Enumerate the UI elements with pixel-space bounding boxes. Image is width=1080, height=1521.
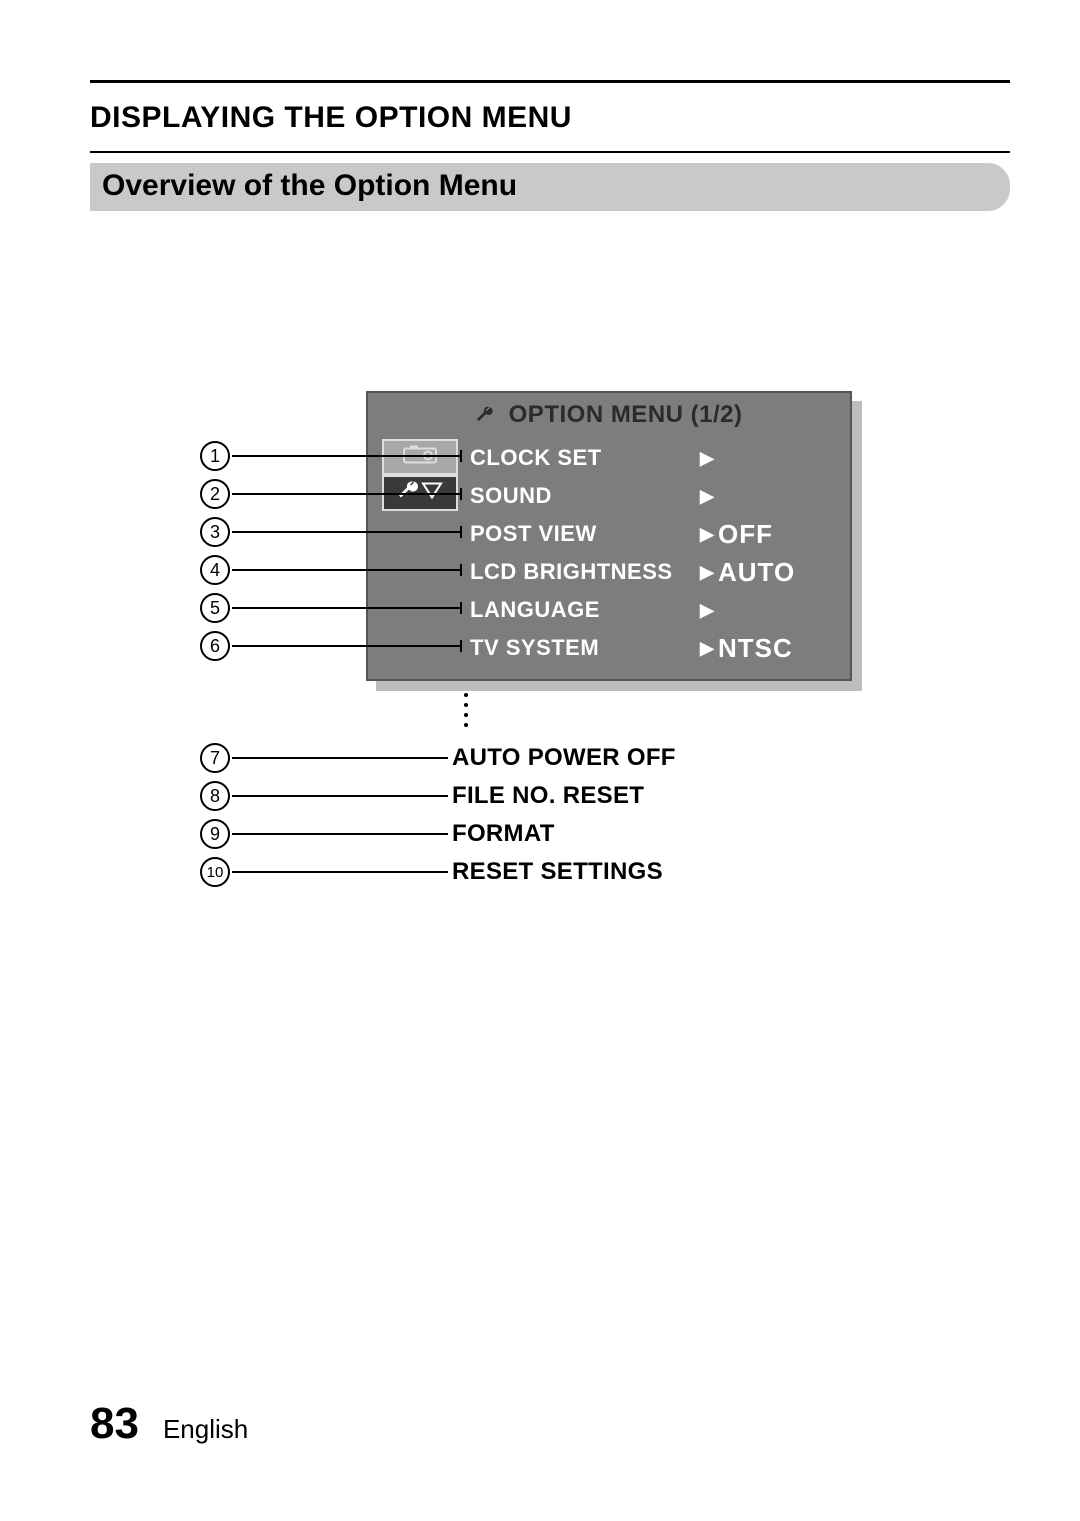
wrench-icon: [475, 403, 497, 431]
panel-title: OPTION MENU (1/2): [368, 393, 850, 437]
callout-5: 5: [200, 589, 462, 627]
callout-10: 10 RESET SETTINGS: [200, 853, 676, 891]
callout-8: 8 FILE NO. RESET: [200, 777, 676, 815]
panel-title-text: OPTION MENU: [509, 401, 684, 428]
chevron-right-icon: ▶: [700, 448, 718, 469]
leader-line: [232, 757, 448, 759]
chevron-right-icon: ▶: [700, 486, 718, 507]
panel-page-indicator: (1/2): [691, 401, 743, 428]
leader-tick: [460, 526, 462, 538]
menu-label: SOUND: [470, 483, 700, 509]
callout-number: 10: [200, 857, 230, 887]
page-heading: DISPLAYING THE OPTION MENU: [90, 101, 1010, 135]
callout-number: 7: [200, 743, 230, 773]
page-number: 83: [90, 1399, 139, 1449]
continuation-dots: [464, 687, 468, 737]
leader-line: [232, 531, 460, 533]
leader-line: [232, 833, 448, 835]
footer-language: English: [163, 1414, 248, 1445]
menu-row-tv-system: TV SYSTEM ▶ NTSC: [470, 629, 836, 667]
leader-tick: [460, 564, 462, 576]
rule-mid: [90, 151, 1010, 153]
callout-4: 4: [200, 551, 462, 589]
callout-label: RESET SETTINGS: [452, 858, 663, 886]
callout-number: 9: [200, 819, 230, 849]
leader-line: [232, 795, 448, 797]
chevron-right-icon: ▶: [700, 562, 718, 583]
manual-page: DISPLAYING THE OPTION MENU Overview of t…: [0, 0, 1080, 1521]
callout-number: 3: [200, 517, 230, 547]
section-subheading: Overview of the Option Menu: [90, 163, 1010, 211]
page-footer: 83 English: [90, 1399, 248, 1449]
callout-number: 1: [200, 441, 230, 471]
menu-rows: CLOCK SET ▶ SOUND ▶ POST VIEW ▶ OFF LCD …: [470, 439, 836, 667]
callout-9: 9 FORMAT: [200, 815, 676, 853]
lower-callouts: 7 AUTO POWER OFF 8 FILE NO. RESET 9 FORM…: [200, 739, 676, 891]
leader-line: [232, 645, 460, 647]
callout-number: 2: [200, 479, 230, 509]
menu-value: OFF: [718, 519, 836, 550]
callout-label: FILE NO. RESET: [452, 782, 644, 810]
menu-row-language: LANGUAGE ▶: [470, 591, 836, 629]
callout-number: 6: [200, 631, 230, 661]
menu-label: CLOCK SET: [470, 445, 700, 471]
leader-tick: [460, 602, 462, 614]
callout-3: 3: [200, 513, 462, 551]
callout-number: 5: [200, 593, 230, 623]
menu-row-sound: SOUND ▶: [470, 477, 836, 515]
callout-number: 4: [200, 555, 230, 585]
leader-line: [232, 607, 460, 609]
leader-line: [232, 871, 448, 873]
menu-value: NTSC: [718, 633, 836, 664]
leader-line: [232, 569, 460, 571]
callout-number: 8: [200, 781, 230, 811]
callout-label: FORMAT: [452, 820, 555, 848]
menu-row-lcd-brightness: LCD BRIGHTNESS ▶ AUTO: [470, 553, 836, 591]
callout-1: 1: [200, 437, 462, 475]
chevron-right-icon: ▶: [700, 600, 718, 621]
rule-top: [90, 80, 1010, 83]
chevron-right-icon: ▶: [700, 638, 718, 659]
menu-row-post-view: POST VIEW ▶ OFF: [470, 515, 836, 553]
menu-label: LANGUAGE: [470, 597, 700, 623]
option-menu-diagram: OPTION MENU (1/2): [200, 391, 960, 951]
leader-tick: [460, 450, 462, 462]
callout-6: 6: [200, 627, 462, 665]
menu-value: AUTO: [718, 557, 836, 588]
menu-label: TV SYSTEM: [470, 635, 700, 661]
leader-tick: [460, 488, 462, 500]
callout-label: AUTO POWER OFF: [452, 744, 676, 772]
leader-line: [232, 493, 460, 495]
leader-tick: [460, 640, 462, 652]
chevron-right-icon: ▶: [700, 524, 718, 545]
callout-7: 7 AUTO POWER OFF: [200, 739, 676, 777]
callout-2: 2: [200, 475, 462, 513]
menu-label: POST VIEW: [470, 521, 700, 547]
menu-row-clock-set: CLOCK SET ▶: [470, 439, 836, 477]
menu-label: LCD BRIGHTNESS: [470, 559, 700, 585]
leader-line: [232, 455, 460, 457]
